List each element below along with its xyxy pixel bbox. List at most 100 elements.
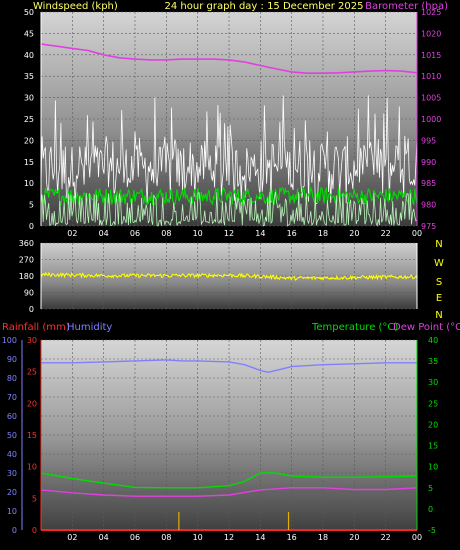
x-tick-label: 04: [99, 533, 109, 542]
x-tick-label: 06: [130, 229, 140, 238]
y-tick-label: 1000: [421, 115, 441, 124]
x-tick-label: 20: [349, 229, 359, 238]
left-axis-label: Windspeed (kph): [33, 1, 118, 12]
y-tick-label: 990: [421, 158, 436, 167]
compass-label: N: [435, 310, 442, 321]
compass-label: E: [436, 293, 442, 304]
y-tick-label: 975: [421, 222, 436, 231]
y-tick-label: 25: [428, 399, 438, 408]
series-average: [40, 186, 418, 206]
y-tick-label: 10: [7, 507, 17, 516]
temperature-humidity-panel: 0 10 20 30 40 50 60 70 80 90 10 00 5 10 15 20 25 30 -5 0 5 10…: [2, 322, 460, 542]
x-tick-label: 12: [224, 229, 234, 238]
x-tick-label: 14: [255, 533, 265, 542]
y-tick-label: 15: [27, 431, 37, 440]
y-tick-label: 0: [29, 305, 34, 314]
y-tick-label: 0: [32, 526, 37, 535]
y-tick-label: 0: [29, 222, 34, 231]
temperature-axis-label: Temperature (°C): [311, 322, 398, 333]
series-direction: [40, 271, 418, 282]
series-wind: [40, 191, 418, 227]
x-tick-label: 18: [318, 533, 328, 542]
y-tick-label: 1025: [421, 8, 441, 17]
y-tick-label: 0: [428, 505, 433, 514]
y-tick-label: 25: [27, 368, 37, 377]
y-tick-label: 1015: [421, 51, 441, 60]
chart-title: 24 hour graph day : 15 December 2025: [165, 1, 364, 12]
series-gust: [40, 95, 418, 205]
x-tick-label: 18: [318, 229, 328, 238]
y-tick-label: 5: [29, 201, 34, 210]
right-axis-label: Barometer (hpa): [365, 1, 448, 12]
x-tick-label: 16: [287, 229, 297, 238]
x-tick-label: 06: [130, 533, 140, 542]
humidity-axis-label: Humidity: [67, 322, 112, 333]
x-tick-label: 02: [67, 533, 77, 542]
y-tick-label: 20: [27, 399, 37, 408]
wind-pressure-panel: 0510152025303540455097598098599099510001…: [24, 1, 448, 238]
x-tick-label: 22: [381, 229, 391, 238]
y-tick-label: 100: [2, 336, 17, 345]
y-tick-label: 180: [19, 272, 34, 281]
axes-3: 0 10 20 30 40 50 60 70 80 90 10 00 5 10 15 20 25 30 -5 0 5 10…: [2, 336, 438, 542]
y-tick-label: 30: [7, 469, 17, 478]
x-tick-label: 08: [161, 229, 171, 238]
y-tick-label: 5: [428, 484, 433, 493]
axes-2: 0 90 180 270 360: [19, 239, 418, 314]
y-tick-label: 70: [7, 393, 17, 402]
y-tick-label: 1010: [421, 72, 441, 81]
y-tick-label: 985: [421, 179, 436, 188]
compass-label: S: [436, 277, 442, 288]
y-tick-label: 35: [24, 72, 34, 81]
y-tick-label: 270: [19, 256, 34, 265]
y-tick-label: 50: [24, 8, 34, 17]
series-temperature-c: [40, 472, 418, 489]
compass-label: W: [434, 258, 444, 269]
y-tick-label: 50: [7, 431, 17, 440]
x-tick-label: 00: [412, 229, 422, 238]
y-tick-label: 40: [428, 336, 438, 345]
y-tick-label: 5: [32, 494, 37, 503]
y-tick-label: 30: [24, 94, 34, 103]
y-tick-label: 40: [24, 51, 34, 60]
x-tick-label: 12: [224, 533, 234, 542]
x-tick-label: 10: [193, 229, 203, 238]
y-tick-label: 15: [428, 442, 438, 451]
y-tick-label: 20: [24, 136, 34, 145]
x-tick-label: 08: [161, 533, 171, 542]
x-tick-label: 20: [349, 533, 359, 542]
y-tick-label: 80: [7, 374, 17, 383]
y-tick-label: 980: [421, 201, 436, 210]
y-tick-label: 30: [27, 336, 37, 345]
x-tick-label: 22: [381, 533, 391, 542]
y-tick-label: 30: [428, 378, 438, 387]
axes-1: 0510152025303540455097598098599099510001…: [24, 8, 442, 238]
y-tick-label: 45: [24, 29, 34, 38]
y-tick-label: 360: [19, 239, 34, 248]
marks-3: [40, 359, 418, 531]
dewpoint-axis-label: Dew Point (°C): [393, 322, 460, 333]
series-barometer: [40, 43, 418, 74]
y-tick-label: 10: [24, 179, 34, 188]
y-tick-label: 25: [24, 115, 34, 124]
marks-2: [40, 271, 418, 282]
y-tick-label: 35: [428, 357, 438, 366]
x-tick-label: 14: [255, 229, 265, 238]
y-tick-label: 1020: [421, 29, 441, 38]
compass-label: N: [435, 239, 442, 250]
y-tick-label: -5: [428, 526, 436, 535]
y-tick-label: 20: [428, 420, 438, 429]
y-tick-label: 90: [24, 289, 34, 298]
y-tick-label: 10: [27, 463, 37, 472]
x-tick-label: 16: [287, 533, 297, 542]
y-tick-label: 1005: [421, 94, 441, 103]
x-tick-label: 10: [193, 533, 203, 542]
y-tick-label: 90: [7, 355, 17, 364]
x-tick-label: 02: [67, 229, 77, 238]
x-tick-label: 04: [99, 229, 109, 238]
y-tick-label: 60: [7, 412, 17, 421]
x-tick-label: 00: [412, 533, 422, 542]
